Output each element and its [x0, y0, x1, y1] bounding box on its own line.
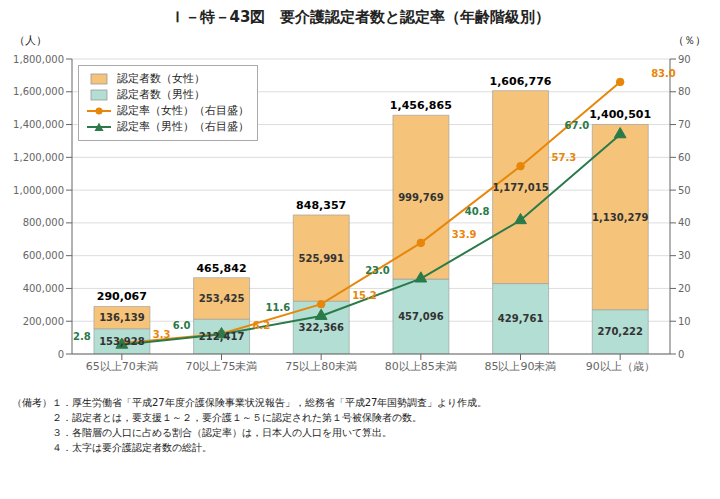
svg-text:70: 70	[678, 119, 691, 130]
svg-text:10: 10	[678, 316, 691, 327]
svg-text:153,928: 153,928	[99, 336, 145, 347]
svg-text:67.0: 67.0	[564, 120, 589, 131]
html-text:（備考）１．厚生労働省「平成27年度介護保険事業状況報告」，: （備考）１．厚生労働省「平成27年度介護保険事業状況報告」，総務省「平成27年国…	[12, 397, 488, 408]
svg-text:429,761: 429,761	[498, 313, 544, 324]
svg-text:1,130,279: 1,130,279	[592, 212, 648, 223]
svg-text:60: 60	[678, 152, 691, 163]
svg-text:212,417: 212,417	[199, 331, 245, 342]
svg-text:83.0: 83.0	[651, 68, 676, 79]
svg-text:65以上70未満: 65以上70未満	[86, 360, 158, 373]
svg-text:90: 90	[678, 54, 691, 65]
svg-text:800,000: 800,000	[23, 217, 64, 228]
svg-text:75以上80未満: 75以上80未満	[285, 360, 357, 373]
svg-text:1,200,000: 1,200,000	[13, 152, 64, 163]
svg-text:999,769: 999,769	[398, 192, 444, 203]
svg-text:0: 0	[58, 349, 64, 360]
svg-text:400,000: 400,000	[23, 283, 64, 294]
svg-text:57.3: 57.3	[552, 152, 577, 163]
html-text:４．太字は要介護認定者数の総計。: ４．太字は要介護認定者数の総計。	[12, 442, 212, 453]
svg-text:200,000: 200,000	[23, 316, 64, 327]
html-text:認定者数（女性）: 認定者数（女性）	[117, 72, 205, 85]
svg-text:40.8: 40.8	[465, 206, 490, 217]
svg-text:6.2: 6.2	[253, 320, 271, 331]
svg-text:457,096: 457,096	[398, 311, 444, 322]
svg-text:0: 0	[678, 349, 684, 360]
svg-text:23.0: 23.0	[365, 265, 390, 276]
svg-text:33.9: 33.9	[452, 229, 477, 240]
svg-text:2.8: 2.8	[73, 331, 91, 342]
svg-text:848,357: 848,357	[296, 199, 346, 212]
svg-text:525,991: 525,991	[298, 253, 344, 264]
svg-text:20: 20	[678, 283, 691, 294]
svg-text:253,425: 253,425	[199, 293, 245, 304]
svg-text:1,606,776: 1,606,776	[490, 75, 552, 88]
svg-text:6.0: 6.0	[173, 320, 191, 331]
svg-text:290,067: 290,067	[97, 290, 147, 303]
svg-text:322,366: 322,366	[298, 322, 344, 333]
html-text:２．認定者とは，要支援１～２，要介護１～５に認定された第１号: ２．認定者とは，要支援１～２，要介護１～５に認定された第１号被保険者の数。	[12, 412, 422, 423]
svg-text:600,000: 600,000	[23, 250, 64, 261]
svg-text:1,600,000: 1,600,000	[13, 86, 64, 97]
html-text:認定率（女性）（右目盛）: 認定率（女性）（右目盛）	[117, 104, 249, 117]
svg-text:50: 50	[678, 185, 691, 196]
svg-text:85以上90未満: 85以上90未満	[485, 360, 557, 373]
svg-text:1,400,501: 1,400,501	[589, 108, 651, 121]
svg-text:11.6: 11.6	[265, 302, 290, 313]
html-text:３．各階層の人口に占める割合（認定率）は，日本人の人口を用い: ３．各階層の人口に占める割合（認定率）は，日本人の人口を用いて算出。	[12, 427, 392, 438]
svg-text:136,139: 136,139	[99, 312, 145, 323]
svg-text:1,177,015: 1,177,015	[492, 182, 548, 193]
html-text:認定者数（男性）: 認定者数（男性）	[117, 88, 205, 101]
svg-text:1,400,000: 1,400,000	[13, 119, 64, 130]
svg-text:90以上（歳）: 90以上（歳）	[586, 360, 655, 373]
html-text:認定率（男性）（右目盛）: 認定率（男性）（右目盛）	[117, 120, 249, 133]
svg-text:465,842: 465,842	[196, 262, 246, 275]
html-text:Ｉ－特－43図 要介護認定者数と認定率（年齢階級別）: Ｉ－特－43図 要介護認定者数と認定率（年齢階級別）	[169, 8, 551, 26]
svg-text:1,800,000: 1,800,000	[13, 54, 64, 65]
svg-text:1,000,000: 1,000,000	[13, 185, 64, 196]
svg-text:40: 40	[678, 217, 691, 228]
svg-text:80以上85未満: 80以上85未満	[385, 360, 457, 373]
svg-text:70以上75未満: 70以上75未満	[186, 360, 258, 373]
svg-text:3.3: 3.3	[153, 329, 171, 340]
svg-text:1,456,865: 1,456,865	[390, 99, 452, 112]
svg-text:80: 80	[678, 86, 691, 97]
svg-text:270,222: 270,222	[597, 326, 643, 337]
svg-text:15.2: 15.2	[352, 290, 377, 301]
html-text:（人）: （人）	[14, 34, 47, 47]
svg-text:30: 30	[678, 250, 691, 261]
